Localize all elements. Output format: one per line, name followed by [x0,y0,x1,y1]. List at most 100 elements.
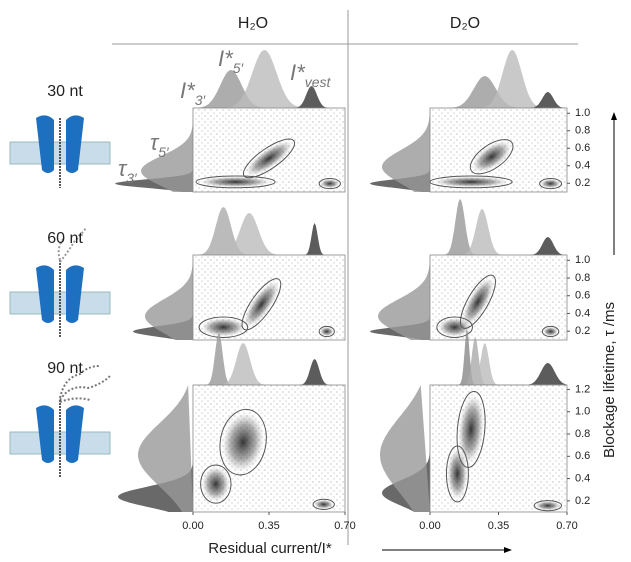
side-histogram [382,108,430,192]
y-tick-label: 1.0 [575,107,590,119]
cluster-outline [429,175,513,189]
top-histogram [430,363,567,385]
annotation: τ3′ [118,156,138,186]
density-cloud [320,179,340,189]
top-histogram [193,70,345,108]
pore-icon [9,115,111,188]
annotation-main: I* [290,60,306,85]
cluster-outline [200,464,232,504]
y-tick-label: 0.8 [575,272,590,284]
cluster-outline [436,316,473,338]
cluster-outline [456,390,486,468]
cluster-outline [318,178,341,190]
cluster-outline [469,139,514,175]
annotation-sub: vest [305,74,332,90]
density-cloud [243,281,279,328]
annotation-sub: 3′ [126,170,138,186]
density-cloud [199,176,272,188]
cluster-outline [459,274,496,329]
y-tick-label: 1.0 [575,254,590,266]
annotation-main: τ [118,156,128,181]
y-tick-label: 1.0 [575,406,590,418]
density-cloud [202,466,230,502]
panel: 0.2 0.4 0.6 0.8 1.0 [370,50,590,193]
cluster-outline [195,175,276,189]
y-axis-label: Blockage lifetime, τ /ms [601,302,618,458]
row-label: 90 nt [47,360,83,377]
panel [115,50,346,193]
x-tick-label: 0.70 [556,520,577,532]
x-tick-label: 0.00 [182,520,203,532]
x-tick-label: 0.35 [258,520,279,532]
x-arrowhead [504,547,512,553]
cluster-outline [533,500,563,512]
top-histogram [430,330,567,385]
top-histogram [430,50,567,108]
annotation: I*vest [290,60,331,90]
y-tick-label: 0.2 [575,177,590,189]
panel: 0.00 0.35 0.70 0.2 0.4 0.6 0.8 1.0 1.2 [380,330,590,532]
density-cloud [314,499,334,509]
density-cloud [201,318,246,337]
panel-frame [429,384,568,513]
side-histogram [138,385,193,512]
y-tick-label: 0.4 [575,307,590,319]
side-histogram [378,255,430,340]
x-axis-label: Residual current/I* [208,540,332,557]
y-tick-label: 0.2 [575,495,590,507]
top-histogram [193,333,345,385]
side-histogram [141,108,193,192]
density-cloud [535,501,561,511]
pore-icons [9,115,111,478]
annotation: I*3′ [180,78,206,108]
top-histogram [430,199,567,255]
cluster-outline [539,178,563,190]
density-cloud [434,176,509,188]
y-tick-label: 0.4 [575,160,590,172]
x-tick-label: 0.35 [488,520,509,532]
side-histogram [380,385,430,512]
y-tick-label: 0.8 [575,125,590,137]
cluster-outline [241,278,282,331]
annotation-sub: 5′ [233,60,245,76]
x-tick-label: 0.70 [334,520,355,532]
top-histogram [193,223,345,255]
density-cloud [543,326,558,337]
x-tick-label: 0.00 [419,520,440,532]
annotation-sub: 3′ [195,92,207,108]
annotation-sub: 5′ [158,144,170,160]
density-cloud [462,277,494,326]
y-tick-label: 1.2 [575,383,590,395]
y-tick-label: 0.6 [575,142,590,154]
cluster-outline [242,138,296,179]
panel: 0.00 0.35 0.70 [118,333,356,532]
density-cloud [447,448,468,500]
pore-icon [9,365,111,478]
density-cloud [222,412,265,472]
cluster-outline [219,408,267,476]
top-histogram [193,86,345,108]
column-title: H₂O [238,15,268,32]
y-tick-label: 0.6 [575,290,590,302]
row-label: 60 nt [47,230,83,247]
top-histogram [430,237,567,255]
y-arrowhead [611,112,617,120]
column-title: D₂O [450,15,480,32]
top-histogram [193,207,345,255]
density-cloud [458,395,484,464]
cluster-outline [318,325,335,338]
density-cloud [472,141,511,173]
panel [133,207,346,341]
cluster-outline [541,325,560,338]
y-tick-label: 0.6 [575,450,590,462]
side-histogram [145,255,193,340]
top-histogram [193,359,345,385]
pore-icon [9,227,111,338]
y-tick-label: 0.2 [575,325,590,337]
top-histogram [430,92,567,108]
y-tick-label: 0.4 [575,472,590,484]
annotation: I*5′ [218,46,244,76]
annotation-main: I* [180,78,196,103]
top-histogram [193,50,345,108]
density-cloud [245,141,293,176]
